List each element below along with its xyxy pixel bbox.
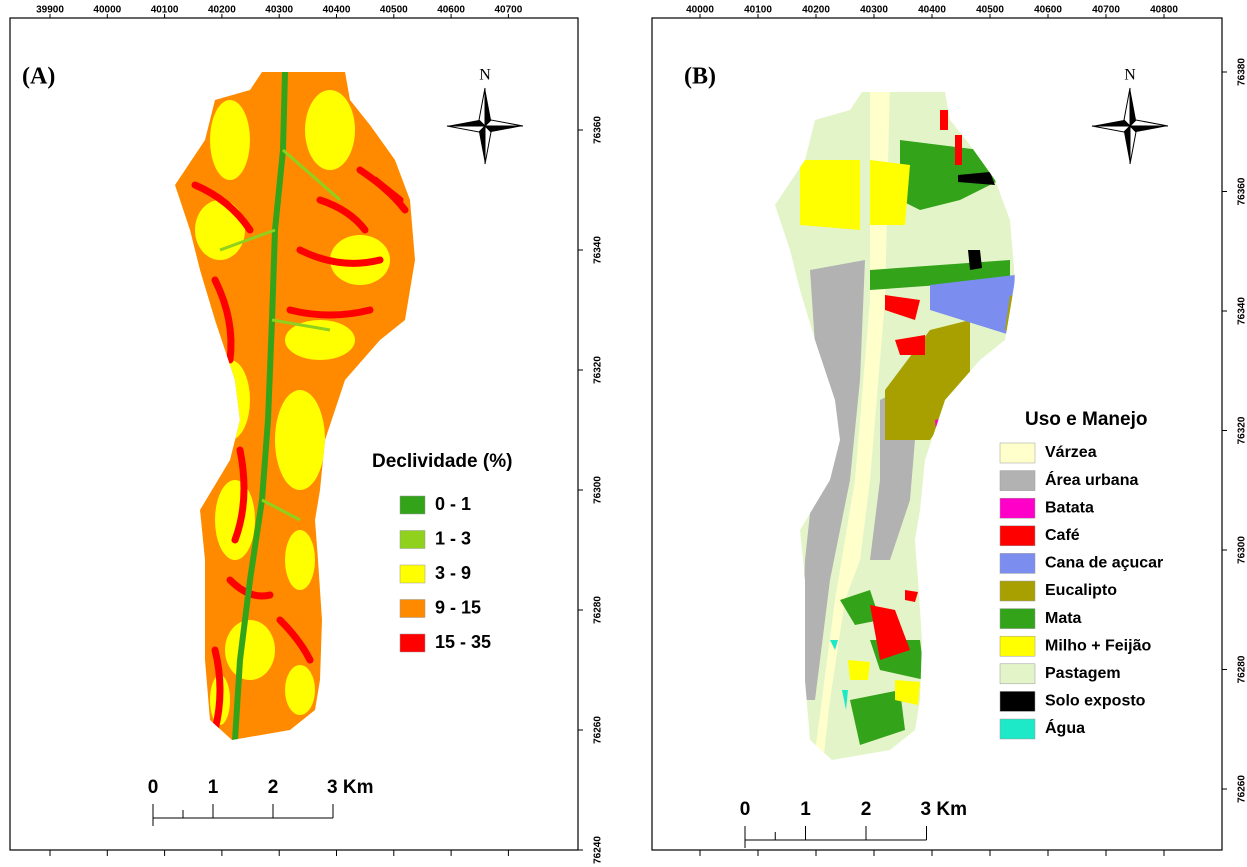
y-coordinate: 76280 — [593, 596, 604, 624]
y-coordinate: 76240 — [593, 836, 604, 864]
legend-swatch — [1000, 471, 1035, 491]
legend-label: 15 - 35 — [435, 632, 491, 652]
x-coordinate: 40500 — [380, 5, 408, 16]
legend-swatch — [1000, 526, 1035, 546]
legend-swatch — [400, 496, 425, 514]
y-coordinate: 76320 — [1237, 416, 1247, 444]
legend-label: 9 - 15 — [435, 597, 481, 617]
legend-swatch — [1000, 609, 1035, 629]
scale-label: 3 Km — [327, 777, 373, 798]
legend-label: Pastagem — [1045, 665, 1121, 682]
north-label: N — [479, 67, 491, 84]
scale-label: 2 — [268, 777, 279, 798]
x-coordinate: 40000 — [93, 5, 121, 16]
legend-swatch — [1000, 636, 1035, 656]
scale-label: 0 — [148, 777, 159, 798]
legend-label: Água — [1045, 718, 1085, 737]
x-coordinate: 40600 — [1034, 5, 1062, 16]
legend-swatch — [400, 634, 425, 652]
x-coordinate: 40100 — [151, 5, 179, 16]
legend-label: Café — [1045, 527, 1080, 544]
legend-label: Mata — [1045, 610, 1082, 627]
legend-swatch — [1000, 443, 1035, 463]
scale-label: 3 Km — [921, 799, 967, 820]
x-coordinate: 40300 — [265, 5, 293, 16]
legend-label: Área urbana — [1045, 470, 1138, 489]
x-coordinate: 40300 — [860, 5, 888, 16]
legend-label: Várzea — [1045, 444, 1097, 461]
legend-swatch — [1000, 691, 1035, 711]
x-coordinate: 40200 — [802, 5, 830, 16]
y-coordinate: 76300 — [1237, 536, 1247, 564]
legend-title: Uso e Manejo — [1025, 409, 1147, 430]
legend-title: Declividade (%) — [372, 451, 512, 472]
y-coordinate: 76340 — [593, 236, 604, 264]
x-coordinate: 40000 — [686, 5, 714, 16]
panel-label: (A) — [22, 64, 55, 90]
north-label: N — [1124, 67, 1136, 84]
legend-label: 1 - 3 — [435, 528, 471, 548]
legend-swatch — [1000, 581, 1035, 601]
y-coordinate: 76260 — [1237, 775, 1247, 803]
x-coordinate: 40800 — [1150, 5, 1178, 16]
scale-label: 1 — [208, 777, 219, 798]
scale-label: 2 — [861, 799, 872, 820]
x-coordinate: 40100 — [744, 5, 772, 16]
panel-label: (B) — [684, 64, 716, 90]
x-coordinate: 40500 — [976, 5, 1004, 16]
x-coordinate: 40700 — [494, 5, 522, 16]
legend-swatch — [400, 600, 425, 618]
legend-swatch — [400, 565, 425, 583]
x-coordinate: 40400 — [323, 5, 351, 16]
legend-label: Solo exposto — [1045, 693, 1146, 710]
legend-label: 0 - 1 — [435, 494, 471, 514]
x-coordinate: 40700 — [1092, 5, 1120, 16]
scale-label: 1 — [800, 799, 811, 820]
x-coordinate: 40600 — [437, 5, 465, 16]
legend-label: Milho + Feijão — [1045, 637, 1151, 654]
legend-label: 3 - 9 — [435, 563, 471, 583]
legend-swatch — [400, 531, 425, 549]
legend-swatch — [1000, 719, 1035, 739]
y-coordinate: 76280 — [1237, 655, 1247, 683]
map-figure: (A) N 39900 40000 40100 40200 40300 40400 40500 4… — [0, 0, 1247, 867]
y-coordinate: 76340 — [1237, 297, 1247, 325]
y-coordinate: 76300 — [593, 476, 604, 504]
x-coordinate: 40200 — [208, 5, 236, 16]
legend-label: Eucalipto — [1045, 582, 1117, 599]
y-coordinate: 76360 — [593, 116, 604, 144]
legend-label: Batata — [1045, 499, 1094, 516]
legend-swatch — [1000, 664, 1035, 684]
legend-label: Cana de açucar — [1045, 555, 1163, 572]
y-coordinate: 76260 — [593, 716, 604, 744]
x-coordinate: 40400 — [918, 5, 946, 16]
legend-swatch — [1000, 498, 1035, 518]
y-coordinate: 76380 — [1237, 58, 1247, 86]
y-coordinate: 76320 — [593, 356, 604, 384]
slope-map — [150, 60, 450, 760]
y-coordinate: 76360 — [1237, 177, 1247, 205]
legend-swatch — [1000, 553, 1035, 573]
x-coordinate: 39900 — [36, 5, 64, 16]
scale-label: 0 — [740, 799, 751, 820]
